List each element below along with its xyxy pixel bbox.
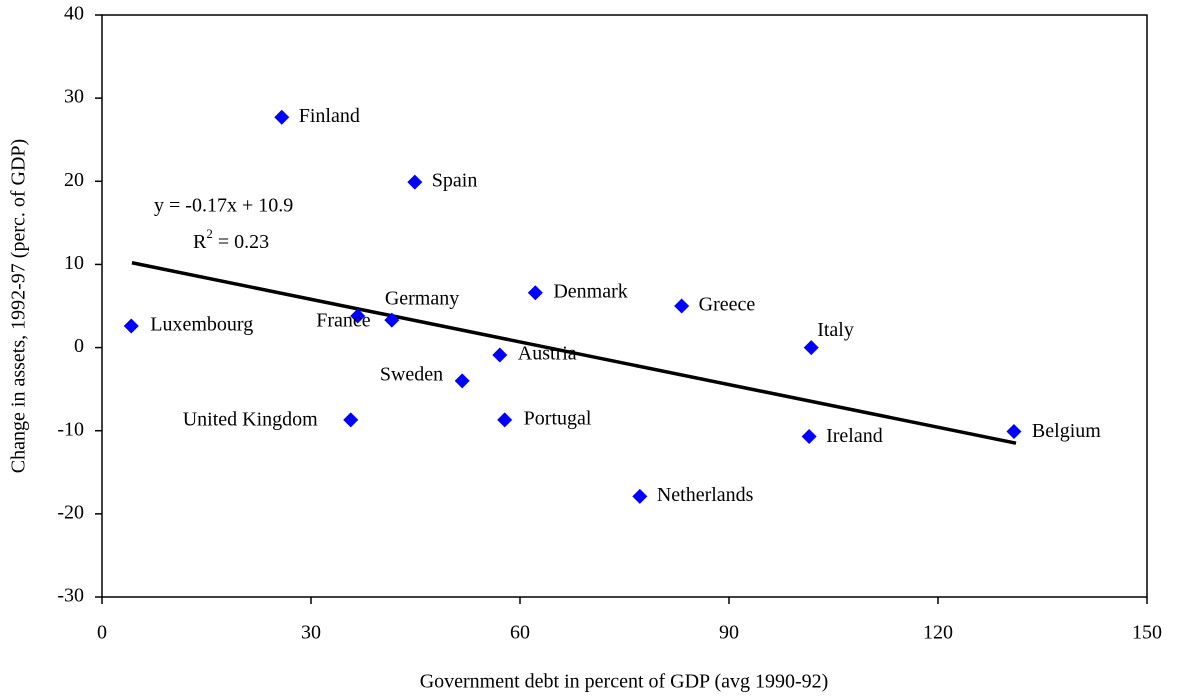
point-label: Belgium — [1032, 420, 1101, 442]
y-tick-label: 20 — [64, 169, 84, 191]
plot-frame — [101, 14, 1148, 598]
point-label: Finland — [299, 105, 360, 127]
point-label: Italy — [817, 319, 854, 341]
point — [343, 412, 359, 428]
point — [454, 373, 470, 389]
y-tick-label: -20 — [57, 501, 84, 523]
y-tick-label: 10 — [64, 252, 84, 274]
x-tick-label: 90 — [719, 622, 739, 644]
r-squared-r: R — [193, 231, 207, 253]
point-label: Austria — [518, 343, 577, 365]
r-squared-sup: 2 — [206, 226, 213, 241]
y-tick-label: -10 — [57, 418, 84, 440]
y-tick-label: 0 — [74, 335, 84, 357]
x-tick-label: 0 — [97, 622, 107, 644]
point-label: France — [316, 310, 371, 332]
point — [492, 347, 508, 363]
point — [123, 318, 139, 334]
x-tick-label: 60 — [510, 622, 530, 644]
point — [350, 308, 366, 324]
point — [801, 429, 817, 445]
point-label: Denmark — [553, 280, 627, 302]
point — [527, 285, 543, 301]
x-tick-label: 150 — [1132, 622, 1162, 644]
point — [632, 488, 648, 504]
point-label: Luxembourg — [150, 314, 253, 336]
point-label: Ireland — [826, 425, 883, 447]
point — [274, 109, 290, 125]
y-axis-title: Change in assets, 1992-97 (perc. of GDP) — [8, 139, 30, 473]
point — [803, 340, 819, 356]
y-tick-label: 30 — [64, 86, 84, 108]
x-tick-label: 30 — [301, 622, 321, 644]
x-tick-label: 120 — [923, 622, 953, 644]
point-label: Greece — [699, 294, 756, 316]
trend-line — [131, 261, 1017, 445]
x-axis-title: Government debt in percent of GDP (avg 1… — [420, 671, 829, 693]
point-label: Sweden — [380, 363, 443, 385]
point — [1006, 424, 1022, 440]
y-tick-label: -30 — [57, 585, 84, 607]
point-label: United Kingdom — [183, 408, 318, 430]
point — [384, 312, 400, 328]
point-label: Portugal — [524, 407, 592, 429]
point-label: Spain — [432, 170, 478, 192]
point-label: Netherlands — [657, 484, 754, 506]
point-label: Germany — [385, 288, 459, 310]
point — [674, 298, 690, 314]
point — [407, 174, 423, 190]
r-squared-value: = 0.23 — [213, 231, 269, 253]
trend-equation: y = -0.17x + 10.9 — [154, 195, 293, 217]
y-tick-label: 40 — [64, 3, 84, 25]
r-squared: R2 = 0.23 — [193, 226, 269, 253]
point — [497, 412, 513, 428]
